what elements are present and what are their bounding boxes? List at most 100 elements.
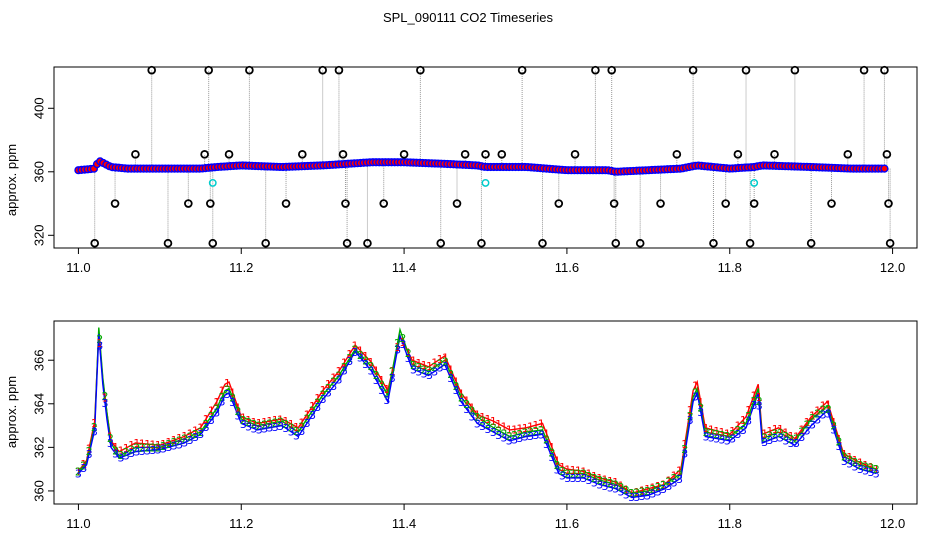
series-marker-1: 1 — [298, 416, 305, 429]
series-marker-3: 3 — [80, 462, 87, 475]
series-marker-2: 2 — [245, 416, 252, 429]
outlier-point — [884, 199, 893, 208]
series-marker-3: 3 — [633, 491, 640, 504]
series-marker-3: 3 — [91, 425, 98, 438]
series-marker-1: 1 — [405, 346, 412, 359]
series-marker-3: 3 — [676, 473, 683, 486]
series-marker-1: 1 — [144, 438, 151, 451]
series-marker-1: 1 — [213, 396, 220, 409]
series-marker-2: 2 — [804, 418, 811, 431]
series-marker-1: 1 — [421, 359, 428, 372]
series-marker-3: 3 — [543, 438, 550, 451]
series-marker-2: 2 — [511, 429, 518, 442]
series-marker-1: 1 — [474, 409, 481, 422]
series-marker-1: 1 — [532, 419, 539, 432]
y-tick-label-bottom: 360 — [31, 480, 46, 502]
outlier-point — [342, 238, 352, 248]
series-marker-2: 2 — [490, 422, 497, 435]
series-marker-1: 1 — [357, 344, 364, 357]
series-marker-3: 3 — [250, 422, 257, 435]
series-marker-3: 3 — [272, 421, 279, 434]
series-marker-1: 1 — [314, 392, 321, 405]
series-marker-3: 3 — [330, 380, 337, 393]
series-marker-3: 3 — [405, 352, 412, 365]
outlier-point — [880, 65, 889, 75]
series-marker-3: 3 — [692, 391, 699, 404]
series-marker-1: 1 — [495, 418, 502, 431]
series-marker-3: 3 — [665, 480, 672, 493]
series-marker-3: 3 — [261, 423, 268, 436]
series-marker-1: 1 — [128, 439, 135, 452]
series-marker-3: 3 — [293, 429, 300, 442]
series-marker-3: 3 — [511, 434, 518, 447]
outlier-point — [131, 150, 140, 159]
series-marker-3: 3 — [857, 463, 864, 476]
x-tick-label-top: 11.0 — [66, 260, 90, 275]
series-marker-3: 3 — [277, 420, 284, 433]
series-marker-2: 2 — [734, 424, 741, 437]
y-tick-label-bottom: 366 — [31, 349, 46, 371]
series-marker-2: 2 — [867, 462, 874, 475]
y-tick-label-bottom: 364 — [31, 393, 46, 415]
series-marker-1: 1 — [713, 425, 720, 438]
series-marker-2: 2 — [782, 430, 789, 443]
series-marker-1: 1 — [628, 487, 635, 500]
x-tick-label-top: 11.6 — [555, 260, 579, 275]
series-marker-2: 2 — [687, 410, 694, 423]
series-marker-3: 3 — [421, 368, 428, 381]
plot-frame-top — [53, 66, 918, 249]
series-marker-2: 2 — [469, 404, 476, 417]
series-marker-3: 3 — [128, 447, 135, 460]
series-marker-3: 3 — [777, 432, 784, 445]
series-marker-3: 3 — [266, 422, 273, 435]
series-marker-3: 3 — [793, 437, 800, 450]
outlier-point — [452, 199, 462, 208]
series-marker-2: 2 — [617, 481, 624, 494]
series-marker-3: 3 — [431, 365, 438, 378]
series-marker-1: 1 — [511, 423, 518, 436]
series-marker-2: 2 — [612, 478, 619, 491]
series-marker-1: 1 — [617, 480, 624, 493]
series-marker-2: 2 — [527, 426, 534, 439]
outlier-point — [204, 65, 213, 75]
series-marker-1: 1 — [862, 459, 869, 472]
series-marker-1: 1 — [91, 417, 98, 430]
series-marker-1: 1 — [96, 337, 103, 350]
series-marker-3: 3 — [96, 339, 103, 352]
series-marker-3: 3 — [155, 444, 162, 457]
outlier-point — [554, 199, 564, 208]
series-marker-2: 2 — [602, 476, 609, 489]
series-marker-3: 3 — [820, 408, 827, 421]
outlier-point — [341, 199, 350, 208]
outlier-point — [200, 150, 209, 159]
outlier-point — [147, 65, 156, 75]
series-marker-2: 2 — [272, 416, 279, 429]
series-marker-2: 2 — [724, 430, 731, 443]
outlier-point — [481, 150, 490, 159]
series-marker-1: 1 — [272, 414, 279, 427]
series-marker-2: 2 — [479, 414, 486, 427]
series-marker-3: 3 — [463, 403, 470, 416]
series-marker-2: 2 — [293, 425, 300, 438]
series-marker-1: 1 — [703, 422, 710, 435]
series-marker-1: 1 — [490, 415, 497, 428]
outlier-point — [363, 238, 372, 248]
series-marker-2: 2 — [437, 357, 444, 370]
series-marker-1: 1 — [234, 402, 241, 415]
series-marker-2: 2 — [75, 465, 82, 478]
series-marker-1: 1 — [367, 356, 374, 369]
series-marker-3: 3 — [484, 423, 491, 436]
x-tick-label-top: 11.2 — [229, 260, 253, 275]
series-marker-3: 3 — [554, 464, 561, 477]
outlier-point — [745, 238, 755, 248]
series-marker-1: 1 — [649, 482, 656, 495]
series-marker-3: 3 — [612, 483, 619, 496]
series-marker-3: 3 — [426, 369, 433, 382]
series-marker-3: 3 — [516, 432, 523, 445]
series-marker-3: 3 — [708, 432, 715, 445]
series-marker-2: 2 — [357, 349, 364, 362]
series-marker-1: 1 — [745, 404, 752, 417]
series-marker-1: 1 — [282, 415, 289, 428]
series-marker-3: 3 — [117, 452, 124, 465]
series-marker-2: 2 — [133, 441, 140, 454]
